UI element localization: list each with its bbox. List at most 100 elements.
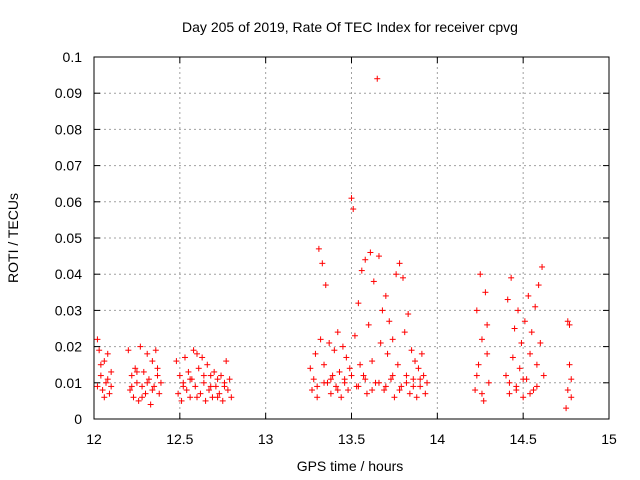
data-point [101, 394, 108, 401]
data-point [319, 260, 326, 267]
data-point [406, 390, 413, 397]
data-point [369, 358, 376, 365]
data-point [175, 390, 182, 397]
data-point [355, 300, 362, 307]
data-point [194, 394, 200, 401]
data-point [417, 376, 424, 383]
data-point [207, 383, 214, 390]
data-point [401, 329, 408, 336]
data-point [214, 394, 221, 401]
data-point [108, 368, 115, 375]
data-point [396, 260, 403, 267]
data-point [568, 376, 575, 383]
data-point [422, 390, 429, 397]
data-point [346, 365, 353, 372]
data-point [197, 390, 204, 397]
data-point [315, 245, 322, 252]
data-point [358, 267, 365, 274]
data-point [362, 376, 369, 383]
y-tick-label: 0.05 [55, 230, 82, 246]
data-point [527, 350, 534, 357]
data-point [206, 387, 213, 394]
data-point [144, 350, 151, 357]
data-point [156, 390, 163, 397]
data-point [145, 376, 152, 383]
data-point [219, 397, 226, 404]
data-point [386, 318, 393, 325]
data-point [333, 383, 340, 390]
data-point [508, 274, 515, 281]
data-point [133, 379, 140, 386]
data-point [94, 336, 101, 343]
data-point [539, 263, 546, 270]
data-point [345, 387, 352, 394]
x-tick-label: 13.5 [338, 431, 365, 447]
data-point [473, 307, 480, 314]
data-point [389, 336, 396, 343]
data-point [223, 358, 230, 365]
data-point [484, 350, 491, 357]
data-point [537, 339, 544, 346]
data-point [216, 390, 223, 397]
data-point [472, 387, 479, 394]
data-point [477, 271, 484, 278]
data-point [518, 339, 525, 346]
data-point [336, 368, 343, 375]
data-point [139, 383, 146, 390]
data-point [384, 350, 391, 357]
y-tick-label: 0.03 [55, 302, 82, 318]
data-point [128, 383, 135, 390]
data-point [207, 372, 214, 379]
data-point [360, 372, 367, 379]
data-point [382, 292, 389, 299]
data-point [348, 372, 355, 379]
data-point [154, 372, 161, 379]
data-point [362, 256, 369, 263]
data-point [527, 390, 534, 397]
data-point [484, 321, 491, 328]
data-point [212, 383, 219, 390]
data-point [310, 376, 317, 383]
data-point [418, 350, 425, 357]
data-point [101, 358, 108, 365]
data-markers [94, 75, 575, 412]
data-point [185, 368, 192, 375]
data-point [321, 361, 328, 368]
data-point [374, 75, 381, 82]
y-tick-label: 0.02 [55, 339, 82, 355]
data-point [420, 372, 427, 379]
data-point [135, 397, 142, 404]
data-point [400, 274, 406, 281]
data-point [99, 387, 106, 394]
data-point [540, 372, 547, 379]
data-point [375, 253, 382, 260]
y-tick-label: 0.06 [55, 194, 82, 210]
data-point [327, 390, 334, 397]
data-point [187, 376, 194, 383]
data-point [218, 372, 225, 379]
data-point [413, 394, 420, 401]
data-point [181, 354, 188, 361]
data-point [226, 376, 233, 383]
data-point [137, 343, 144, 350]
data-point [348, 195, 355, 202]
data-point [149, 358, 156, 365]
data-point [176, 372, 183, 379]
data-point [94, 383, 101, 390]
x-tick-label: 13 [258, 431, 274, 447]
data-point [194, 350, 200, 357]
data-point [314, 394, 321, 401]
data-point [147, 401, 154, 408]
data-point [375, 379, 382, 386]
data-point [322, 282, 329, 289]
data-point [139, 394, 146, 401]
data-point [506, 390, 513, 397]
data-point [151, 383, 158, 390]
data-point [327, 376, 334, 383]
data-point [178, 397, 185, 404]
x-axis-label: GPS time / hours [297, 458, 404, 474]
data-point [516, 365, 523, 372]
data-point [199, 354, 206, 361]
data-point [533, 361, 540, 368]
